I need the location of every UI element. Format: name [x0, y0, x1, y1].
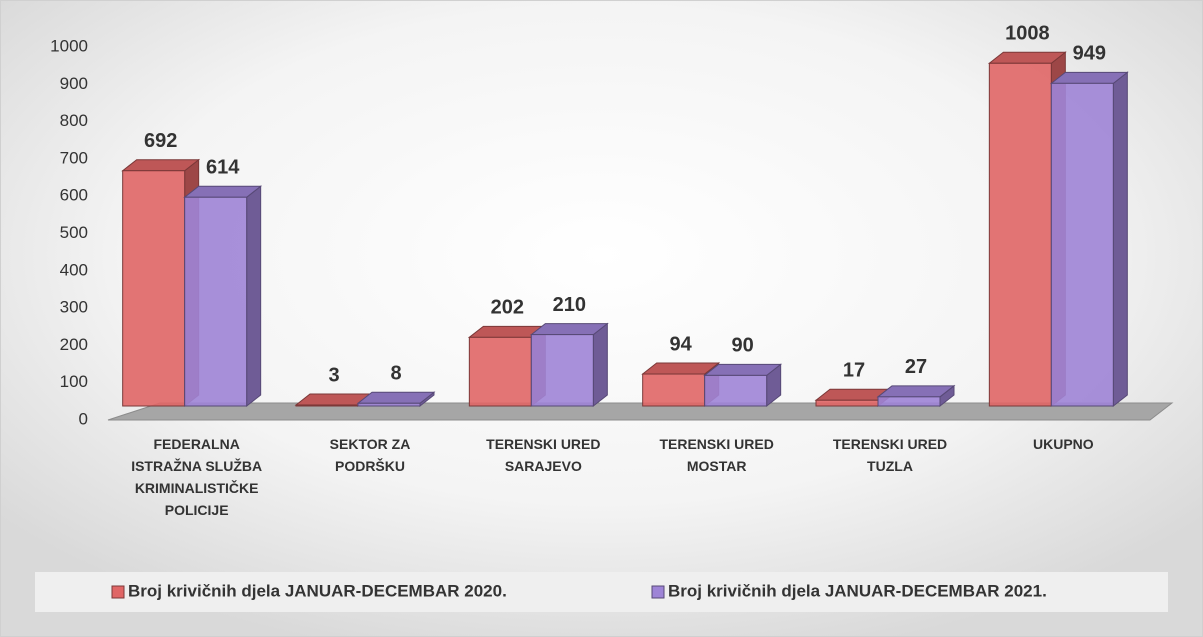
bar-front: [295, 404, 359, 407]
bar-side: [246, 185, 262, 408]
data-label: 90: [732, 335, 754, 357]
data-label: 1008: [1005, 23, 1050, 45]
bar-top: [529, 323, 609, 336]
bar-front: [357, 402, 421, 407]
floor: [107, 402, 1174, 421]
x-tick-label: UKUPNO: [1032, 436, 1094, 452]
data-label: 8: [390, 363, 401, 385]
bar: [1049, 71, 1129, 408]
legend-swatch: [111, 585, 125, 599]
y-tick-label: 600: [60, 186, 88, 205]
y-tick-label: 900: [60, 74, 88, 93]
bar: [356, 391, 436, 408]
y-tick-label: 100: [60, 372, 88, 391]
bar: [876, 384, 956, 408]
legend-label: Broj krivičnih djela JANUAR-DECEMBAR 202…: [128, 581, 507, 600]
bar-top: [1049, 71, 1129, 84]
bar: [529, 322, 609, 408]
x-tick-label: TERENSKI URED MOSTAR: [659, 436, 774, 474]
data-label: 94: [670, 333, 693, 355]
legend-label: Broj krivičnih djela JANUAR-DECEMBAR 202…: [668, 581, 1047, 600]
legend-swatch: [651, 585, 665, 599]
bar-front: [184, 196, 248, 407]
bar-front: [877, 396, 941, 407]
data-label: 692: [144, 130, 177, 152]
bar-top: [987, 51, 1067, 64]
data-label: 614: [206, 157, 240, 179]
bar-front: [530, 334, 594, 407]
x-tick-label: SEKTOR ZA PODRŠKU: [329, 436, 411, 474]
y-tick-label: 800: [60, 111, 88, 130]
data-label: 17: [843, 360, 865, 382]
y-tick-label: 700: [60, 148, 88, 167]
data-label: 202: [491, 297, 524, 319]
bar-front: [704, 374, 768, 407]
bar-front: [642, 373, 706, 407]
y-tick-label: 500: [60, 223, 88, 242]
bar-top: [183, 185, 263, 198]
bar-top: [703, 363, 783, 376]
bar-top: [641, 362, 721, 375]
bar-front: [122, 170, 186, 407]
data-label: 27: [905, 356, 927, 378]
y-tick-label: 1000: [50, 36, 88, 55]
data-label: 210: [553, 294, 586, 316]
y-tick-label: 300: [60, 298, 88, 317]
bar-front: [1050, 82, 1114, 407]
y-tick-label: 0: [79, 409, 88, 428]
legend-box: [35, 572, 1168, 612]
bar-side: [1112, 71, 1128, 408]
y-tick-label: 400: [60, 260, 88, 279]
bar-top: [121, 159, 201, 172]
bar-front: [468, 336, 532, 407]
x-tick-label: TERENSKI URED TUZLA: [832, 436, 948, 474]
bar-top: [356, 391, 436, 404]
bar: [703, 363, 783, 408]
bar-front: [815, 399, 879, 407]
bar-side: [592, 322, 608, 408]
y-tick-label: 200: [60, 335, 88, 354]
data-label: 3: [328, 364, 339, 386]
bar-front: [988, 62, 1052, 407]
data-label: 949: [1073, 43, 1106, 65]
bar: [183, 185, 263, 408]
x-tick-label: TERENSKI URED SARAJEVO: [486, 436, 601, 474]
x-tick-label: FEDERALNA ISTRAŽNA SLUŽBA KRIMINALISTIČK…: [131, 436, 263, 518]
bar-top: [876, 385, 956, 398]
